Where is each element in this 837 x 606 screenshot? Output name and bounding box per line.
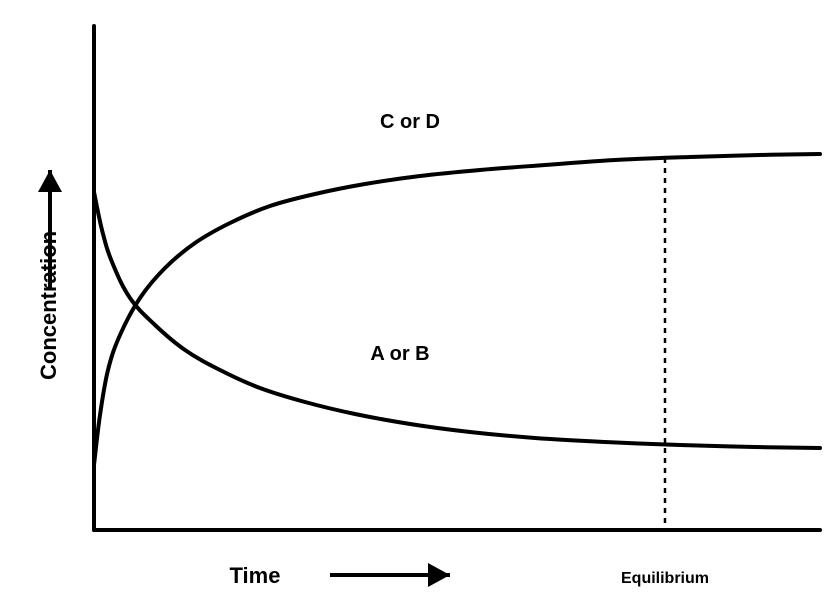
equilibrium-label: Equilibrium xyxy=(621,570,709,587)
products-curve-label: C or D xyxy=(380,111,440,133)
chart-background xyxy=(0,0,837,606)
equilibrium-concentration-chart: C or DA or BTimeEquilibriumConcentration xyxy=(0,0,837,606)
reactants-curve-label: A or B xyxy=(370,343,429,365)
x-axis-label: Time xyxy=(230,563,281,588)
